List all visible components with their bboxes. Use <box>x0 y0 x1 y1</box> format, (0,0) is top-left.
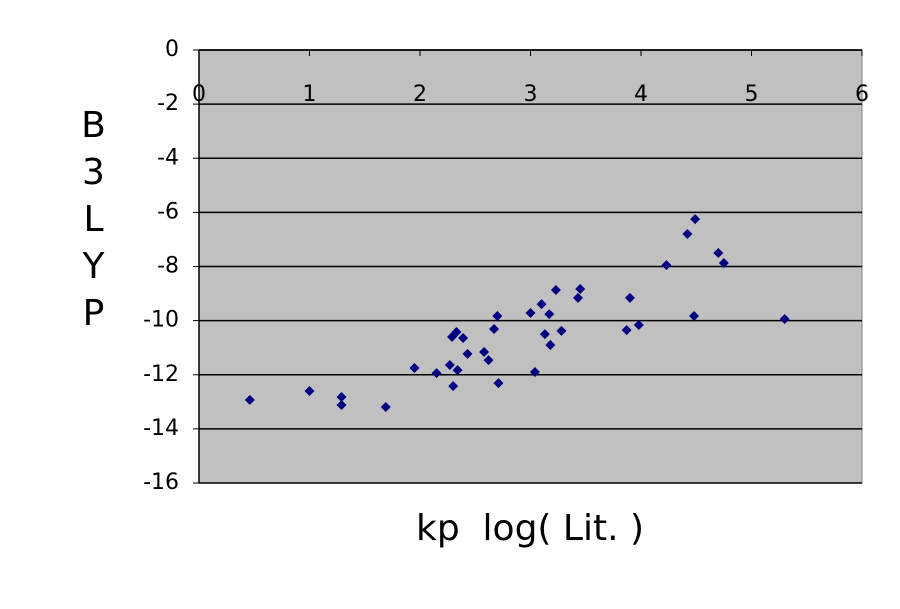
point <box>451 326 462 337</box>
point <box>525 308 536 319</box>
x-tick-label: 0 <box>192 82 206 107</box>
point <box>713 247 724 258</box>
point <box>489 324 500 335</box>
y-tick-label: -12 <box>143 362 179 387</box>
y-tick-label: -10 <box>143 308 179 333</box>
point <box>479 347 490 358</box>
point <box>304 385 315 396</box>
point <box>661 260 672 271</box>
y-axis-label: B3LYP <box>73 105 114 340</box>
point <box>556 325 567 336</box>
point <box>545 339 556 350</box>
point <box>409 362 420 373</box>
x-tick-label: 6 <box>855 82 869 107</box>
point <box>336 400 347 411</box>
point <box>550 285 561 296</box>
y-tick-label: -16 <box>143 470 179 495</box>
point <box>536 299 547 310</box>
x-axis-label: kp log( Lit. ) <box>415 508 645 549</box>
point <box>244 394 255 405</box>
point <box>575 283 586 294</box>
point <box>689 311 700 322</box>
point <box>431 368 442 379</box>
x-tick-label: 3 <box>524 82 538 107</box>
x-tick-label: 2 <box>413 82 427 107</box>
y-tick-label: -2 <box>157 91 179 116</box>
point <box>458 332 469 343</box>
y-tick-label: -6 <box>157 199 179 224</box>
point <box>690 214 701 225</box>
point <box>682 229 693 240</box>
point <box>492 311 503 322</box>
point <box>633 319 644 330</box>
y-tick-label: -4 <box>157 145 179 170</box>
point <box>573 292 584 303</box>
point <box>624 292 635 303</box>
x-tick-label: 5 <box>745 82 759 107</box>
point <box>483 355 494 366</box>
point <box>444 360 455 371</box>
y-tick-label: 0 <box>165 37 179 62</box>
point <box>529 367 540 378</box>
point <box>621 325 632 336</box>
point <box>718 257 729 268</box>
x-tick-label: 1 <box>303 82 317 107</box>
point <box>539 329 550 340</box>
point <box>544 309 555 320</box>
point <box>779 314 790 325</box>
point <box>380 401 391 412</box>
point <box>448 381 459 392</box>
point <box>493 378 504 389</box>
y-tick-label: -14 <box>143 416 179 441</box>
y-tick-label: -8 <box>157 254 179 279</box>
point <box>336 391 347 402</box>
x-tick-label: 4 <box>634 82 648 107</box>
point <box>462 348 473 359</box>
point <box>452 365 463 376</box>
